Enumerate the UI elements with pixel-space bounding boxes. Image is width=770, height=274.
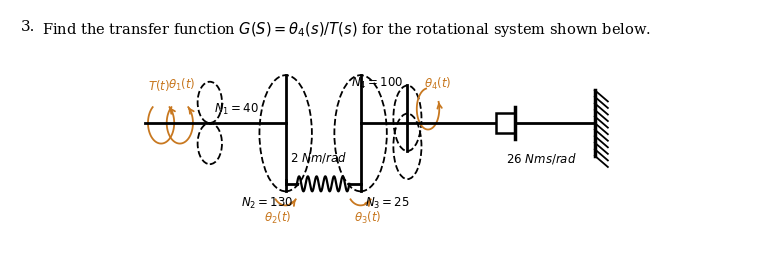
Text: $N_2 = 130$: $N_2 = 130$ — [241, 196, 293, 211]
Text: $\theta_1(t)$: $\theta_1(t)$ — [168, 77, 196, 93]
Text: $\theta_4(t)$: $\theta_4(t)$ — [424, 76, 452, 92]
Text: $\theta_3(t)$: $\theta_3(t)$ — [354, 210, 382, 226]
Text: $T(t)$: $T(t)$ — [148, 78, 170, 93]
Text: $26\ Nms/rad$: $26\ Nms/rad$ — [506, 151, 577, 166]
Text: Find the transfer function $G(S) = \theta_4(s)/T(s)$ for the rotational system s: Find the transfer function $G(S) = \thet… — [42, 20, 651, 39]
Text: $2\ Nm/rad$: $2\ Nm/rad$ — [290, 150, 347, 165]
Text: $\theta_2(t)$: $\theta_2(t)$ — [264, 210, 292, 226]
Text: 3.: 3. — [21, 20, 35, 34]
Text: $N_3 = 25$: $N_3 = 25$ — [365, 196, 410, 211]
Bar — [497, 113, 515, 133]
Text: $N_4 = 100$: $N_4 = 100$ — [351, 76, 403, 91]
Text: $N_1 = 40$: $N_1 = 40$ — [215, 102, 259, 117]
